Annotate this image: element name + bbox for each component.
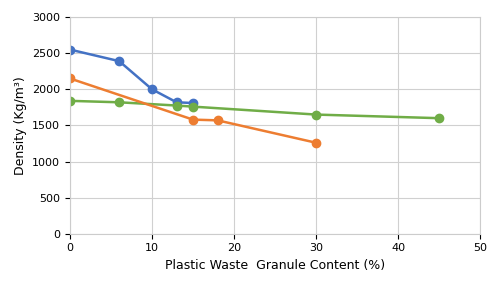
PUR [51] [313, 141, 319, 144]
PVC [46] [190, 105, 196, 108]
Line: PUR [51]: PUR [51] [66, 74, 320, 147]
PVC [46] [313, 113, 319, 116]
PET [9] [174, 101, 180, 104]
PVC [46] [67, 99, 73, 103]
PVC [46] [436, 117, 442, 120]
PET [9] [149, 87, 155, 91]
PVC [46] [116, 101, 122, 104]
PUR [51] [67, 77, 73, 80]
Line: PVC [46]: PVC [46] [66, 97, 443, 122]
PUR [51] [190, 118, 196, 121]
X-axis label: Plastic Waste  Granule Content (%): Plastic Waste Granule Content (%) [165, 259, 385, 272]
Y-axis label: Density (Kg/m³): Density (Kg/m³) [14, 76, 26, 175]
PET [9] [67, 48, 73, 51]
PET [9] [116, 60, 122, 63]
PVC [46] [174, 104, 180, 107]
PUR [51] [214, 119, 220, 122]
PET [9] [190, 101, 196, 105]
Line: PET [9]: PET [9] [66, 45, 197, 107]
